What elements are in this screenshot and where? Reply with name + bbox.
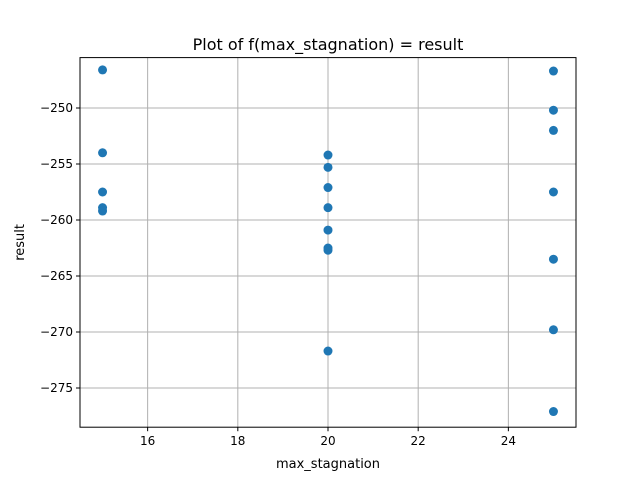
data-point — [98, 148, 108, 158]
y-tick-label: −270 — [40, 325, 73, 339]
data-point — [548, 66, 558, 76]
data-point — [323, 183, 333, 193]
data-point — [98, 187, 108, 197]
x-tick-label: 18 — [230, 434, 245, 448]
data-point — [548, 254, 558, 264]
x-tick-label: 22 — [411, 434, 426, 448]
y-tick-label: −250 — [40, 101, 73, 115]
data-point — [323, 150, 333, 160]
data-point — [98, 65, 108, 75]
x-ticks: 16 18 20 22 24 — [140, 427, 516, 448]
x-tick-label: 20 — [320, 434, 335, 448]
y-tick-label: −255 — [40, 157, 73, 171]
data-points — [98, 65, 558, 417]
data-point — [548, 325, 558, 335]
data-point — [323, 346, 333, 356]
x-tick-label: 16 — [140, 434, 155, 448]
data-point — [548, 125, 558, 135]
x-axis-label: max_stagnation — [276, 457, 380, 472]
chart-title: Plot of f(max_stagnation) = result — [193, 35, 464, 55]
data-point — [323, 162, 333, 172]
data-point — [548, 407, 558, 417]
y-tick-label: −265 — [40, 269, 73, 283]
y-axis-label: result — [13, 224, 28, 261]
data-point — [98, 206, 108, 216]
data-point — [323, 203, 333, 213]
y-tick-label: −275 — [40, 381, 73, 395]
grid — [80, 57, 576, 428]
data-point — [548, 187, 558, 197]
x-tick-label: 24 — [501, 434, 516, 448]
y-tick-label: −260 — [40, 213, 73, 227]
y-ticks: −275 −270 −265 −260 −255 −250 — [40, 101, 80, 395]
data-point — [323, 245, 333, 255]
data-point — [323, 225, 333, 235]
data-point — [548, 105, 558, 115]
